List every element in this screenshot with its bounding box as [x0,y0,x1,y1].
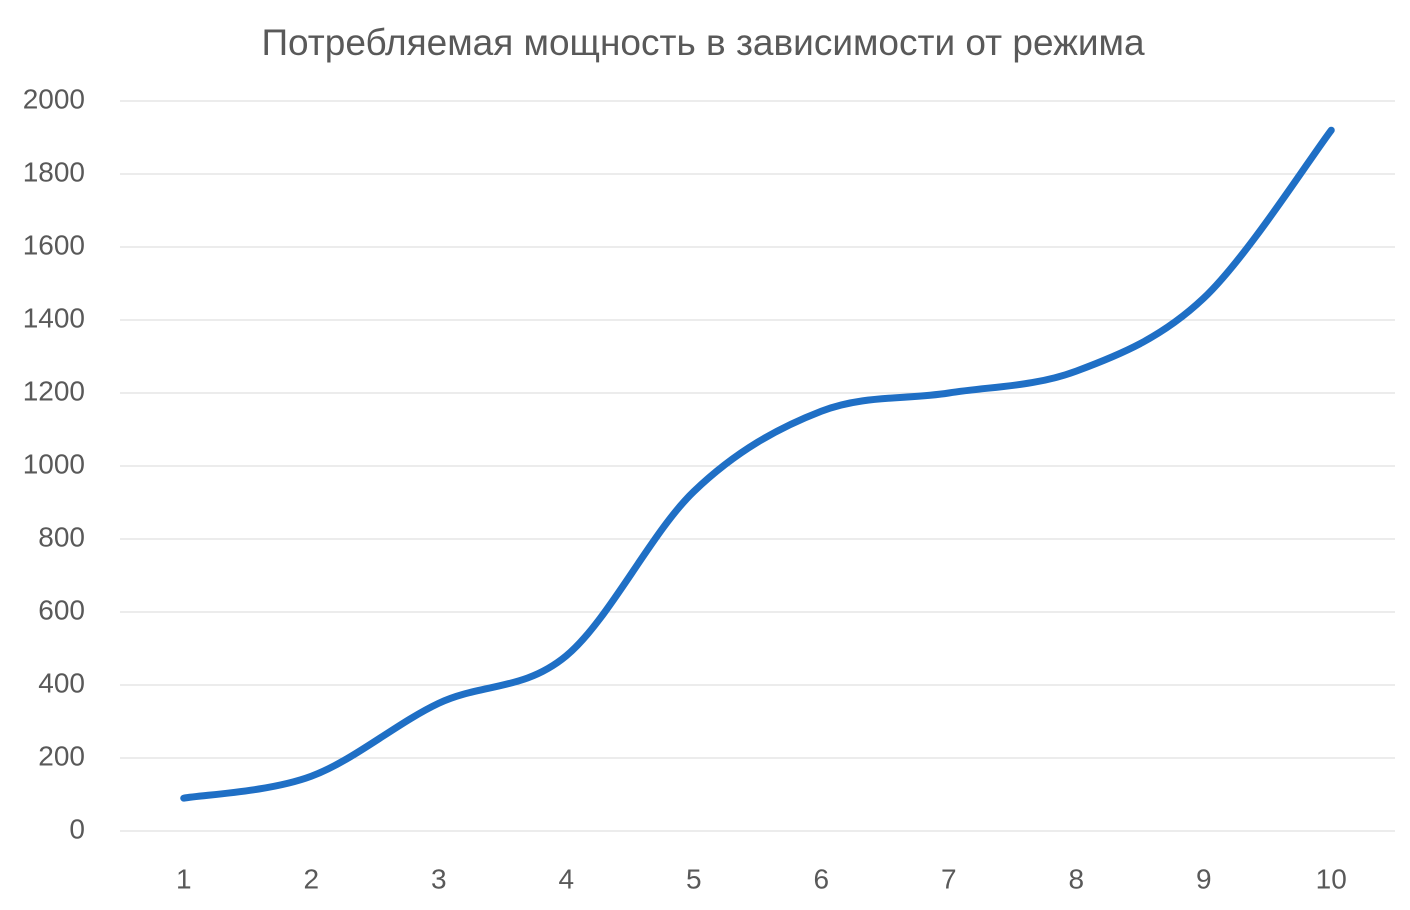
x-tick-label: 7 [941,863,957,894]
y-tick-label: 600 [38,594,85,625]
y-tick-label: 400 [38,667,85,698]
y-tick-label: 1400 [23,302,85,333]
x-tick-label: 4 [558,863,574,894]
y-tick-label: 1000 [23,448,85,479]
x-tick-label: 10 [1316,863,1347,894]
x-tick-label: 6 [813,863,829,894]
y-tick-label: 1200 [23,375,85,406]
x-tick-label: 8 [1068,863,1084,894]
y-tick-label: 2000 [23,83,85,114]
x-tick-label: 3 [431,863,447,894]
y-tick-label: 200 [38,740,85,771]
chart-title: Потребляемая мощность в зависимости от р… [261,22,1145,63]
y-tick-label: 1600 [23,229,85,260]
line [180,126,1335,802]
x-tick-label: 2 [303,863,319,894]
x-tick-label: 1 [176,863,192,894]
y-tick-label: 800 [38,521,85,552]
y-tick-label: 0 [69,813,85,844]
x-tick-label: 9 [1196,863,1212,894]
x-tick-label: 5 [686,863,702,894]
y-tick-label: 1800 [23,156,85,187]
